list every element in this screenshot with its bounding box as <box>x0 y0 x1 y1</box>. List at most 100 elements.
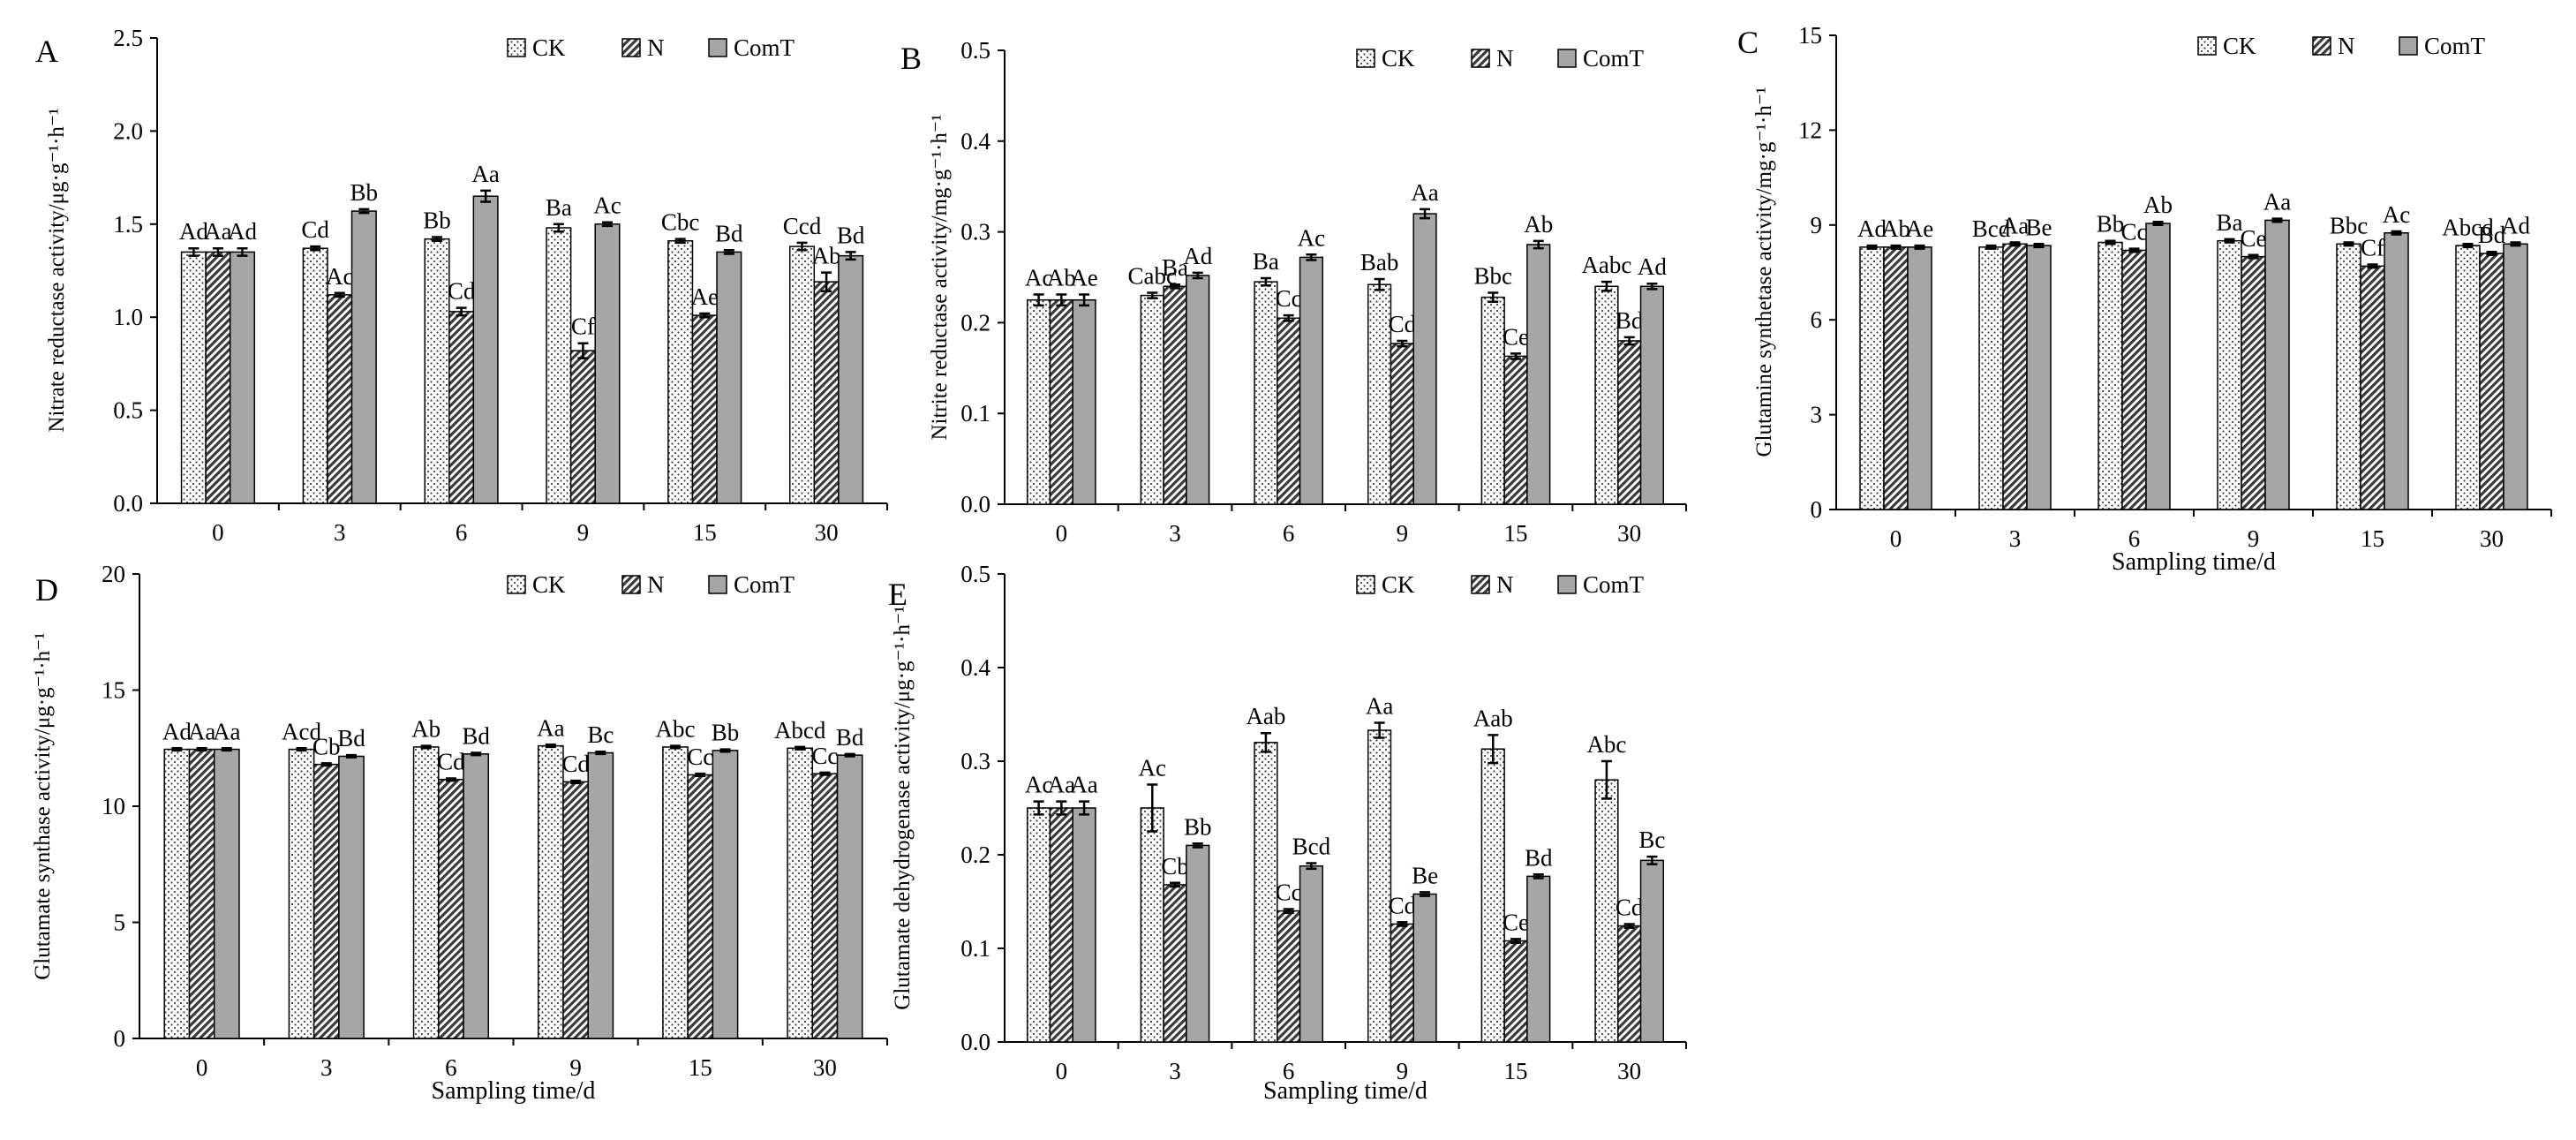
bar-n-day3 <box>1163 285 1187 505</box>
legend-label-n: N <box>2338 33 2355 59</box>
legend-label-ck: CK <box>2223 33 2256 59</box>
panel-label: E <box>888 577 908 612</box>
significance-label: Aab <box>1246 703 1285 729</box>
significance-label: Ad <box>2501 212 2530 238</box>
error-bar <box>320 762 332 767</box>
y-tick-label: 15 <box>102 677 125 704</box>
bar-n-day9 <box>562 781 589 1039</box>
bar-ck-day15 <box>662 746 689 1039</box>
y-tick-label: 9 <box>1811 212 1823 238</box>
legend-swatch-comt <box>1557 49 1577 68</box>
bar-n-day6 <box>2121 249 2147 510</box>
significance-label: Ce <box>1503 323 1529 350</box>
bar-ck-day15 <box>2336 243 2361 510</box>
x-tick-label: 0 <box>196 1054 208 1081</box>
bar-n-day3 <box>327 294 353 504</box>
error-bar <box>1374 277 1385 291</box>
significance-label: Bd <box>837 222 865 248</box>
y-axis-title: Nitrate reductase activity/μg·g⁻¹·h⁻¹ <box>45 108 69 432</box>
significance-label: Ba <box>1253 248 1279 275</box>
legend-label-comt: ComT <box>1583 45 1645 72</box>
bar-ck-day9 <box>546 227 572 504</box>
significance-label: Ad <box>162 718 192 744</box>
error-bar <box>345 753 357 759</box>
bar-ck-day9 <box>2217 239 2242 510</box>
legend-swatch-n <box>2312 36 2331 56</box>
bar-ck-day15 <box>1480 748 1505 1043</box>
legend-swatch-ck <box>1356 575 1375 594</box>
legend-label-n: N <box>647 34 665 61</box>
legend-swatch-n <box>621 38 641 57</box>
significance-label: Ad <box>1638 253 1667 280</box>
error-bar <box>674 238 686 245</box>
x-tick-label: 6 <box>1283 1058 1295 1084</box>
error-bar <box>1420 891 1431 897</box>
significance-label: Aa <box>213 718 240 744</box>
bar-n-day0 <box>1883 246 1909 510</box>
error-bar <box>1079 800 1090 816</box>
y-tick-label: 0.0 <box>960 1029 990 1055</box>
bar-comt-day0 <box>213 748 240 1039</box>
x-tick-label: 3 <box>1169 520 1181 547</box>
error-bar <box>795 745 806 751</box>
significance-label: Cbc <box>661 209 700 236</box>
significance-label: Ccd <box>783 213 822 239</box>
significance-label: Ae <box>1906 215 1933 242</box>
significance-label: Bbc <box>1474 262 1513 289</box>
error-bar <box>1147 783 1158 833</box>
bar-ck-day6 <box>412 746 440 1039</box>
bar-comt-day3 <box>350 210 377 504</box>
error-bar <box>570 779 582 784</box>
significance-label: Cd <box>561 751 590 777</box>
significance-label: Bd <box>836 724 864 751</box>
y-tick-label: 0.5 <box>113 397 143 424</box>
y-tick-label: 2.5 <box>113 25 143 51</box>
error-bar <box>1533 239 1544 250</box>
y-tick-label: 0.0 <box>960 491 990 517</box>
bar-n-day15 <box>2360 265 2385 510</box>
significance-label: Ab <box>812 243 841 269</box>
error-bar <box>310 245 321 252</box>
significance-label: Bc <box>587 721 614 748</box>
bar-comt-day3 <box>1186 844 1210 1043</box>
error-bar <box>456 306 467 317</box>
bar-n-day15 <box>687 774 714 1039</box>
error-bar <box>1488 734 1499 765</box>
bar-ck-day3 <box>1140 807 1164 1043</box>
legend-label-ck: CK <box>532 571 566 598</box>
bar-comt-day6 <box>2145 223 2171 510</box>
error-bar <box>1488 291 1499 304</box>
error-bar <box>819 771 831 776</box>
significance-label: Ab <box>1524 211 1553 238</box>
bar-ck-day6 <box>1254 742 1278 1043</box>
panel-b: B 0.0 0.1 0.2 0.3 0.4 0.5 Nitrite reductase act… <box>900 37 1687 547</box>
error-bar <box>1260 276 1271 287</box>
significance-label: Ba <box>546 194 572 221</box>
bar-n-day30 <box>811 773 839 1039</box>
error-bar <box>1056 293 1067 307</box>
bar-comt-day30 <box>1639 859 1665 1043</box>
legend: CK N ComT <box>507 34 795 61</box>
significance-label: Ce <box>2241 225 2267 252</box>
error-bar <box>171 747 183 752</box>
bar-n-day0 <box>1049 807 1073 1043</box>
y-tick-label: 10 <box>102 793 125 819</box>
bar-comt-day9 <box>587 751 614 1039</box>
x-tick-label: 15 <box>1504 520 1528 547</box>
significance-label: Aa <box>1366 693 1393 720</box>
y-tick-label: 0.3 <box>960 748 990 774</box>
significance-label: Bd <box>462 723 490 750</box>
y-tick-label: 0 <box>114 1025 126 1052</box>
x-tick-label: 30 <box>2480 525 2504 552</box>
error-bar <box>1147 291 1158 299</box>
x-tick-label: 3 <box>320 1054 333 1081</box>
significance-label: Acd <box>282 718 321 744</box>
y-tick-label: 12 <box>1798 117 1822 143</box>
bar-comt-day30 <box>836 754 863 1039</box>
error-bar <box>545 744 556 749</box>
error-bar <box>2128 247 2140 253</box>
bar-n-day9 <box>569 350 596 504</box>
bar-ck-day15 <box>667 240 694 504</box>
significance-label: Bd <box>715 220 743 246</box>
significance-label: Aabc <box>1581 252 1631 278</box>
